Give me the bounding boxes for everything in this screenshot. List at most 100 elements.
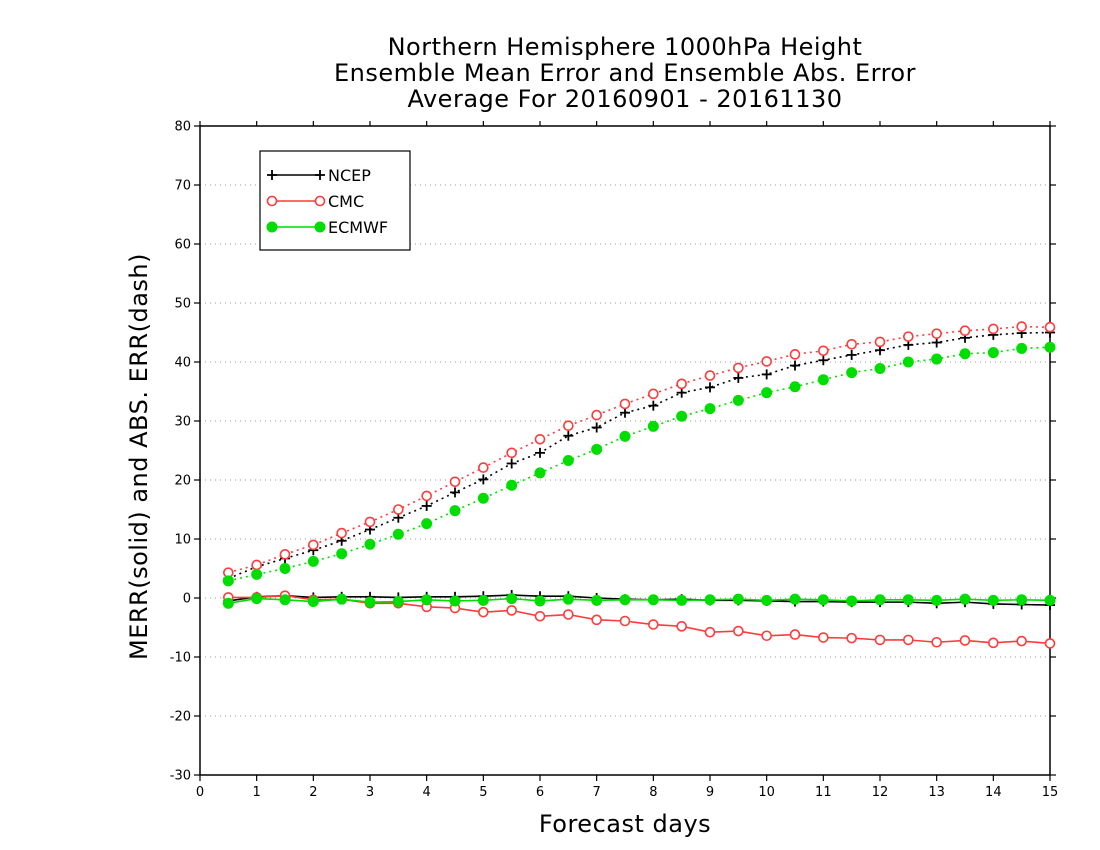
legend-label-ecmwf: ECMWF <box>328 218 388 237</box>
ecmwf-mean-err-point <box>449 595 461 607</box>
ecmwf-mean-err-point <box>534 595 546 607</box>
chart-title-line-1: Northern Hemisphere 1000hPa Height <box>387 33 863 61</box>
cmc-abs-err-point <box>931 328 942 339</box>
ecmwf-abs-err-point <box>307 555 319 567</box>
cmc-mean-err-point <box>761 630 772 642</box>
ecmwf-abs-err-point <box>789 381 801 393</box>
cmc-abs-err-point <box>619 398 631 410</box>
ecmwf-mean-err-point <box>846 595 858 607</box>
ecmwf-abs-err-point <box>421 518 433 530</box>
ncep-abs-err-point <box>563 430 574 441</box>
cmc-abs-err-point <box>846 338 857 350</box>
ecmwf-abs-err-point <box>364 538 376 550</box>
x-tick-label: 11 <box>815 785 832 800</box>
x-tick-label: 15 <box>1042 785 1059 800</box>
ecmwf-abs-err-line <box>228 346 1051 582</box>
ecmwf-mean-err-point <box>931 594 943 606</box>
ecmwf-mean-err-point <box>506 593 518 605</box>
ecmwf-mean-err-point <box>251 593 263 605</box>
cmc-abs-err-point <box>959 325 971 337</box>
ecmwf-mean-err-point <box>392 596 404 608</box>
legend-label-ncep: NCEP <box>328 166 371 185</box>
cmc-abs-err-point <box>874 336 886 348</box>
cmc-mean-err-point <box>959 635 971 646</box>
legend-marker-cmc <box>314 195 326 207</box>
ecmwf-abs-err-point <box>222 575 234 587</box>
series-lines <box>228 325 1051 645</box>
legend-label-cmc: CMC <box>328 192 364 211</box>
chart-title-line-2: Ensemble Mean Error and Ensemble Abs. Er… <box>334 59 916 87</box>
cmc-abs-err-point <box>506 447 517 459</box>
y-tick-label: 20 <box>174 474 191 489</box>
x-tick-label: 7 <box>593 785 601 800</box>
y-tick-label: 10 <box>174 533 191 548</box>
ecmwf-abs-err-point <box>902 356 914 368</box>
y-tick-label: -20 <box>170 710 191 725</box>
ecmwf-abs-err-point <box>987 347 999 359</box>
cmc-abs-err-point <box>789 349 801 360</box>
cmc-abs-err-point <box>336 527 347 539</box>
ecmwf-abs-err-point <box>704 403 716 415</box>
cmc-abs-err-point <box>279 549 291 560</box>
ecmwf-mean-err-point <box>222 597 234 609</box>
ecmwf-mean-err-point <box>761 594 773 606</box>
plot-frame <box>199 125 1051 776</box>
ecmwf-mean-err-point <box>789 593 801 605</box>
cmc-mean-err-point <box>506 605 517 616</box>
y-tick-label: 70 <box>174 179 191 194</box>
x-tick-label: 2 <box>309 785 317 800</box>
ncep-abs-err-point <box>591 422 602 433</box>
cmc-mean-err-point <box>846 632 857 644</box>
y-tick-label: 60 <box>174 238 191 253</box>
ncep-abs-err-point <box>818 355 829 366</box>
ncep-abs-err-point <box>790 360 800 371</box>
ecmwf-mean-err-point <box>874 594 886 606</box>
ncep-abs-err-line <box>228 331 1051 580</box>
x-tick-label: 13 <box>928 785 945 800</box>
ecmwf-mean-err-point <box>959 593 971 605</box>
ecmwf-mean-err-point <box>591 594 603 606</box>
cmc-mean-err-point <box>818 632 829 643</box>
ecmwf-mean-err-point <box>732 593 744 605</box>
ecmwf-abs-err-point <box>392 528 404 540</box>
legend: NCEP CMC ECMWF <box>259 150 411 251</box>
ncep-abs-err-point <box>931 337 942 348</box>
x-axis-label: Forecast days <box>539 810 711 838</box>
y-tick-label: 0 <box>183 592 191 607</box>
ecmwf-abs-err-point <box>874 362 886 374</box>
y-tick-label: 80 <box>174 120 191 135</box>
cmc-abs-err-point <box>676 378 687 390</box>
cmc-mean-err-point <box>563 609 574 620</box>
ncep-abs-err-point <box>676 387 687 398</box>
ecmwf-mean-err-point <box>647 594 659 606</box>
series-markers <box>222 321 1056 649</box>
cmc-mean-err-point <box>789 629 801 640</box>
ecmwf-abs-err-point <box>449 505 461 517</box>
cmc-abs-err-point <box>563 420 574 432</box>
y-tick-label: 30 <box>174 415 191 430</box>
cmc-abs-err-point <box>1016 321 1027 332</box>
legend-marker-ecmwf <box>314 221 326 233</box>
cmc-mean-err-point <box>874 634 886 646</box>
ncep-abs-err-point <box>421 500 432 511</box>
ecmwf-abs-err-point <box>959 348 971 360</box>
y-tick-label: 50 <box>174 297 191 312</box>
ecmwf-abs-err-point <box>676 410 688 422</box>
ecmwf-mean-err-point <box>817 594 829 606</box>
ncep-abs-err-point <box>535 447 545 458</box>
ecmwf-abs-err-point <box>846 367 858 379</box>
cmc-mean-err-point <box>704 626 716 638</box>
ecmwf-mean-err-point <box>336 593 348 605</box>
y-tick-label: 40 <box>174 356 191 371</box>
x-tick-label: 10 <box>758 785 775 800</box>
cmc-abs-err-point <box>308 539 319 551</box>
cmc-abs-err-point <box>1044 321 1056 333</box>
cmc-abs-err-point <box>818 345 829 357</box>
cmc-mean-err-point <box>733 625 744 637</box>
chart-title: Northern Hemisphere 1000hPa Height Ensem… <box>200 34 1050 112</box>
cmc-abs-err-point <box>648 388 659 400</box>
cmc-mean-err-point <box>988 637 999 649</box>
ecmwf-mean-err-point <box>477 594 489 606</box>
ecmwf-abs-err-point <box>619 430 631 442</box>
